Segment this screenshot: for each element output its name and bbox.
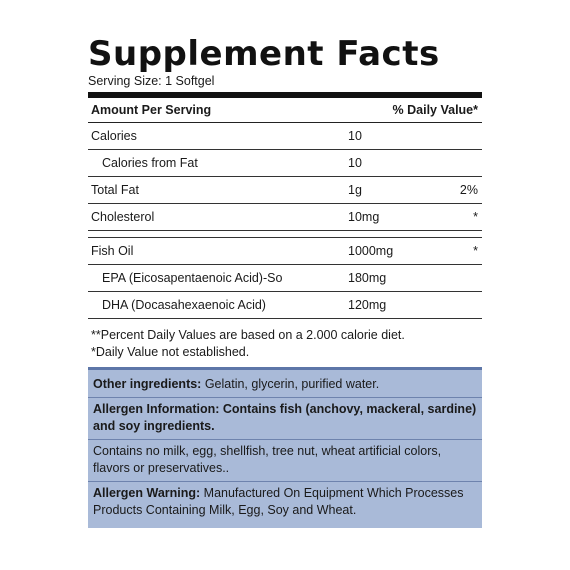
nutrient-amount: 10 xyxy=(348,129,362,143)
nutrient-dv: 2% xyxy=(459,183,478,197)
info-divider xyxy=(88,480,482,482)
table-header: Amount Per Serving % Daily Value* xyxy=(88,98,482,123)
footnote-dv-not-established: *Daily Value not established. xyxy=(91,345,250,359)
allergen-warning: Allergen Warning: Manufactured On Equipm… xyxy=(93,485,477,520)
ingredients-info-box: Other ingredients: Gelatin, glycerin, pu… xyxy=(88,367,482,528)
info-divider xyxy=(88,438,482,440)
table-row: Cholesterol 10mg * xyxy=(88,204,482,231)
table-row: Calories 10 xyxy=(88,123,482,150)
allergen-warning-label: Allergen Warning: xyxy=(93,485,201,500)
daily-value-label: % Daily Value* xyxy=(392,103,478,117)
allergen-information: Allergen Information: Contains fish (anc… xyxy=(93,401,477,436)
thick-divider xyxy=(88,92,482,98)
table-row: Total Fat 1g 2% xyxy=(88,177,482,204)
nutrient-name: DHA (Docasahexaenoic Acid) xyxy=(102,298,266,312)
contains-no-statement: Contains no milk, egg, shellfish, tree n… xyxy=(93,443,442,476)
nutrient-amount: 1000mg xyxy=(348,244,394,258)
allergen-information-text: Allergen Information: Contains fish (anc… xyxy=(93,401,477,434)
nutrient-name: EPA (Eicosapentaenoic Acid)-So xyxy=(102,271,283,285)
nutrient-name: Fish Oil xyxy=(91,244,134,258)
table-row: EPA (Eicosapentaenoic Acid)-So 180mg xyxy=(88,265,482,292)
amount-per-serving-label: Amount Per Serving xyxy=(91,103,212,117)
footnotes: **Percent Daily Values are based on a 2.… xyxy=(88,319,482,367)
table-row: DHA (Docasahexaenoic Acid) 120mg xyxy=(88,292,482,319)
nutrient-name: Total Fat xyxy=(91,183,139,197)
info-divider xyxy=(88,396,482,398)
nutrient-amount: 120mg xyxy=(348,298,387,312)
nutrient-name: Cholesterol xyxy=(91,210,155,224)
serving-size: Serving Size: 1 Softgel xyxy=(88,74,215,88)
other-ingredients-text: Gelatin, glycerin, purified water. xyxy=(201,377,380,391)
nutrient-amount: 10mg xyxy=(348,210,380,224)
nutrient-name: Calories from Fat xyxy=(102,156,198,170)
panel-title: Supplement Facts xyxy=(88,34,440,74)
footnote-percent-dv: **Percent Daily Values are based on a 2.… xyxy=(91,328,405,342)
table-row: Calories from Fat 10 xyxy=(88,150,482,177)
allergen-warning-text: Manufactured On Equipment Which Processe… xyxy=(93,485,464,518)
nutrient-name: Calories xyxy=(91,129,137,143)
nutrient-amount: 10 xyxy=(348,156,362,170)
other-ingredients: Other ingredients: Gelatin, glycerin, pu… xyxy=(93,376,477,394)
nutrient-amount: 1g xyxy=(348,183,362,197)
table-row: Fish Oil 1000mg * xyxy=(88,238,482,265)
supplement-facts-panel: Supplement Facts Serving Size: 1 Softgel… xyxy=(88,34,482,528)
nutrient-dv: * xyxy=(473,210,478,224)
other-ingredients-label: Other ingredients: xyxy=(93,377,202,391)
row-spacer xyxy=(88,231,482,238)
nutrient-amount: 180mg xyxy=(348,271,387,285)
nutrient-dv: * xyxy=(473,244,478,258)
